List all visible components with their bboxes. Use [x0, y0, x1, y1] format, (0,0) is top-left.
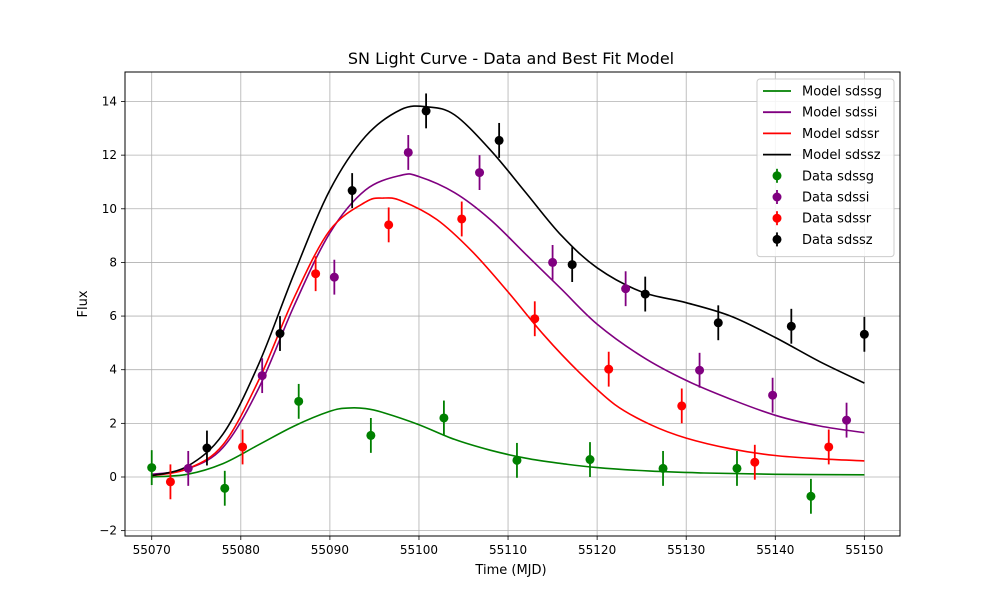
data-point-sdssz: [347, 186, 357, 196]
data-point-sdssi: [475, 168, 485, 178]
data-point-sdssg: [439, 413, 449, 423]
data-point-sdssg: [294, 396, 304, 406]
legend-marker-swatch: [772, 234, 782, 244]
legend-marker-swatch: [772, 171, 782, 181]
x-tick-label: 55080: [222, 543, 260, 557]
data-point-sdssg: [147, 463, 157, 473]
x-tick-label: 55090: [311, 543, 349, 557]
model-line-sdssz: [151, 105, 865, 477]
legend-label: Model sdssr: [802, 127, 880, 142]
legend-label: Data sdssi: [802, 191, 869, 206]
data-point-sdssr: [384, 220, 394, 230]
y-tick-label: 12: [102, 148, 117, 162]
legend-box: [756, 78, 895, 258]
data-point-sdssi: [257, 371, 267, 381]
data-point-sdssg: [512, 455, 522, 465]
data-point-sdssz: [421, 106, 431, 116]
plot-frame: [124, 71, 901, 537]
y-axis-label: Flux: [76, 290, 91, 317]
legend-label: Model sdssi: [802, 106, 877, 121]
data-point-sdssz: [567, 260, 577, 270]
x-tick-label: 55140: [756, 543, 794, 557]
data-point-sdssg: [585, 455, 595, 465]
legend-marker-swatch: [772, 192, 782, 202]
y-tick-label: 6: [109, 309, 117, 323]
data-point-sdssg: [732, 463, 742, 473]
x-axis-ticks: 55070 55080 55090 55100 55110 55120 55130 55140…: [133, 536, 883, 557]
data-point-sdssi: [695, 365, 705, 375]
data-point-sdssr: [311, 269, 321, 279]
legend-label: Data sdssz: [802, 233, 873, 248]
data-point-sdssg: [658, 463, 668, 473]
data-point-sdssz: [713, 318, 723, 328]
data-points: [147, 93, 869, 514]
legend-label: Data sdssr: [802, 212, 872, 227]
y-tick-label: 2: [109, 416, 117, 430]
data-point-sdssg: [220, 483, 230, 493]
y-tick-label: 4: [109, 363, 117, 377]
data-point-sdssr: [165, 477, 175, 487]
data-point-sdssg: [366, 430, 376, 440]
data-point-sdssg: [806, 491, 816, 501]
data-point-sdssz: [859, 329, 869, 339]
data-point-sdssr: [604, 364, 614, 374]
x-tick-label: 55120: [578, 543, 616, 557]
model-line-sdssi: [151, 173, 865, 476]
data-point-sdssr: [457, 214, 467, 224]
y-tick-label: 0: [109, 470, 117, 484]
legend-marker-swatch: [772, 213, 782, 223]
data-point-sdssr: [530, 314, 540, 324]
x-tick-label: 55070: [133, 543, 171, 557]
data-point-sdssz: [494, 135, 504, 145]
data-point-sdssr: [824, 442, 834, 452]
data-point-sdssi: [403, 147, 413, 157]
axes-frame: [124, 71, 901, 537]
y-tick-label: 14: [102, 95, 117, 109]
y-tick-label: 10: [102, 202, 117, 216]
data-point-sdssz: [786, 321, 796, 331]
data-point-sdssz: [640, 289, 650, 299]
legend-label: Data sdssg: [802, 169, 874, 184]
data-point-sdssz: [275, 329, 285, 339]
y-axis-ticks: −2 0 2 4 6 8 10 12 14: [99, 95, 125, 538]
x-axis-label: Time (MJD): [474, 563, 546, 578]
chart-title: SN Light Curve - Data and Best Fit Model: [348, 49, 674, 68]
data-point-sdssr: [677, 401, 687, 411]
data-point-sdssi: [548, 257, 558, 267]
data-point-sdssi: [183, 463, 193, 473]
legend-label: Model sdssg: [802, 85, 882, 100]
x-tick-label: 55100: [400, 543, 438, 557]
legend-label: Model sdssz: [802, 148, 881, 163]
data-point-sdssi: [329, 272, 339, 282]
y-tick-label: 8: [109, 255, 117, 269]
x-tick-label: 55150: [845, 543, 883, 557]
legend: Model sdssg Model sdssi Model sdssr Model s…: [756, 78, 895, 258]
data-point-sdssi: [768, 390, 778, 400]
data-point-sdssi: [842, 415, 852, 425]
x-tick-label: 55130: [667, 543, 705, 557]
data-point-sdssr: [750, 457, 760, 467]
y-tick-label: −2: [99, 524, 117, 538]
x-tick-label: 55110: [489, 543, 527, 557]
model-line-sdssr: [151, 197, 865, 477]
data-point-sdssr: [238, 442, 248, 452]
data-point-sdssi: [621, 284, 631, 294]
grid-lines: [125, 72, 900, 536]
data-point-sdssz: [202, 443, 212, 453]
